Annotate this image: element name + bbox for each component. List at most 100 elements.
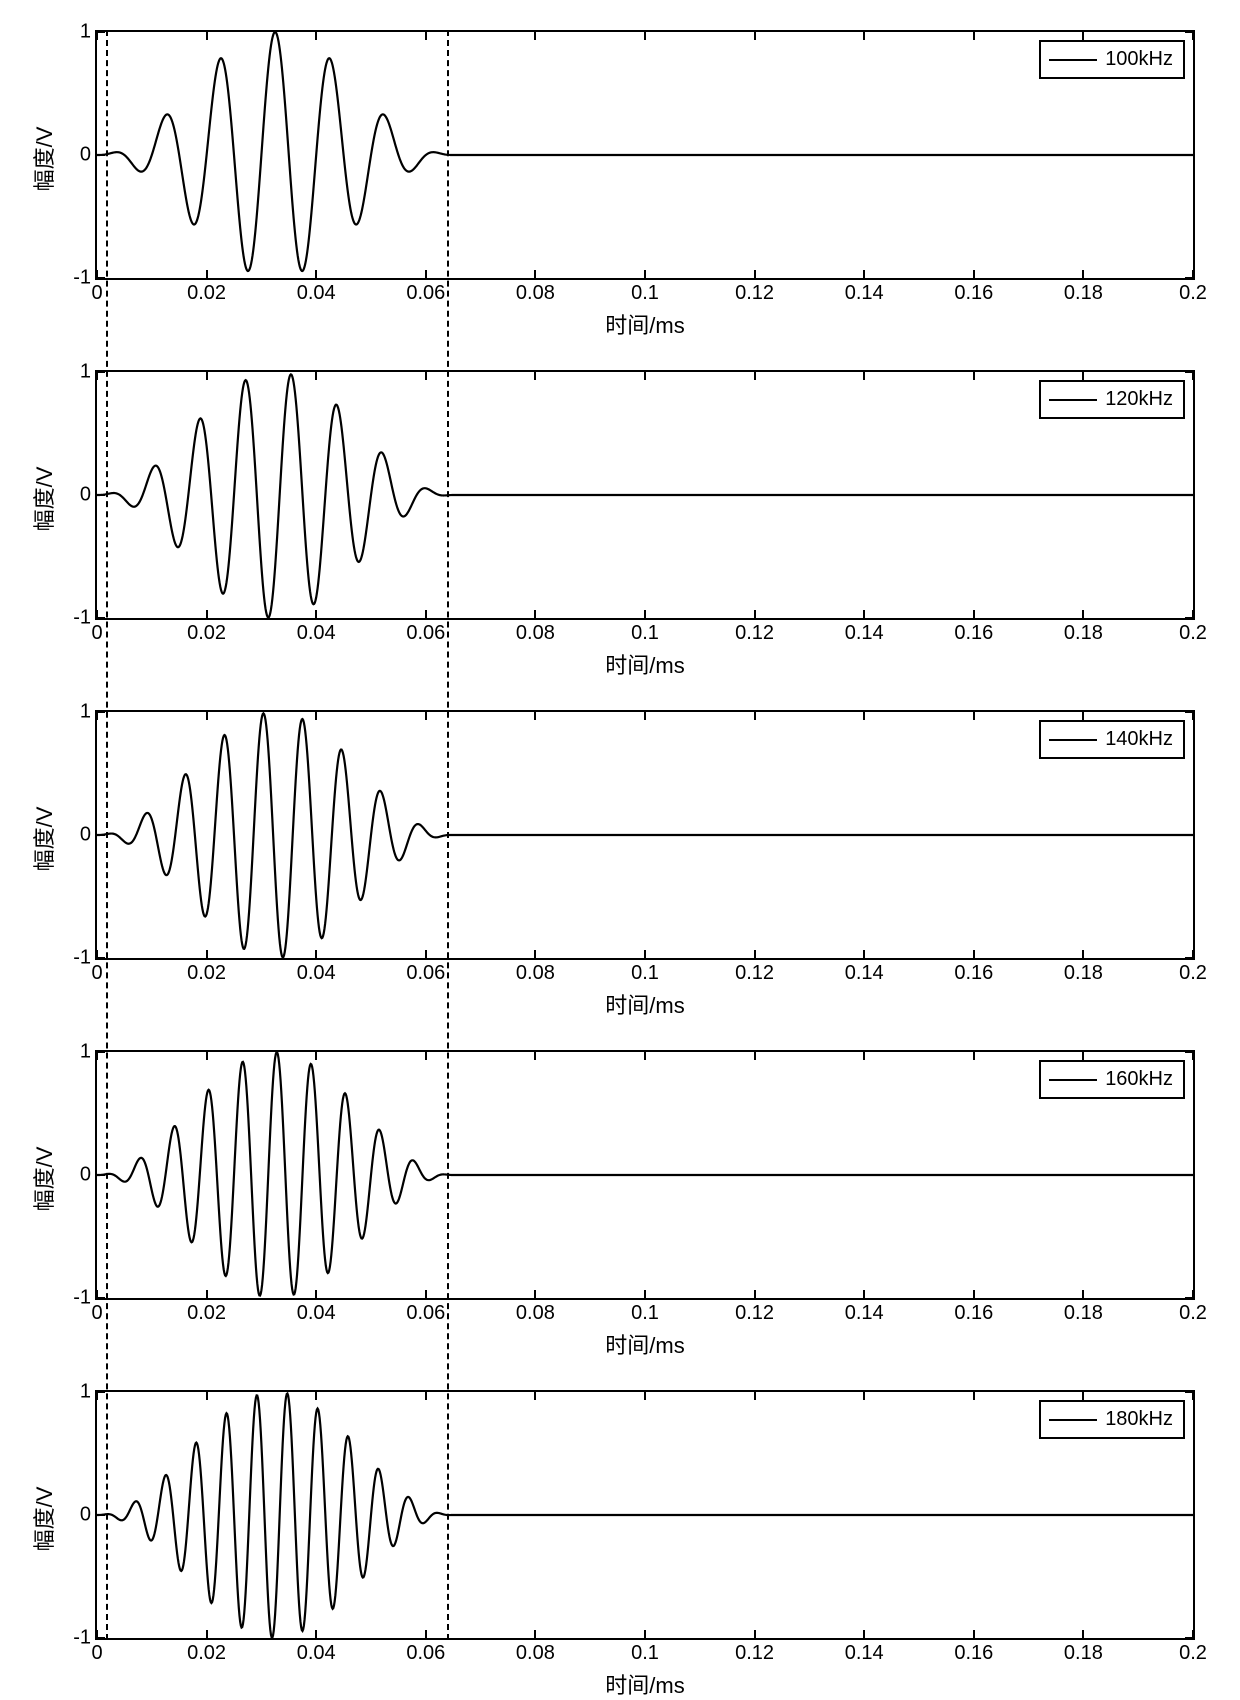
legend: 140kHz [1039, 720, 1185, 759]
xtick-label: 0.14 [845, 958, 884, 985]
xtick-label: 0.2 [1179, 1638, 1207, 1665]
xtick-label: 0.06 [406, 278, 445, 305]
xtick-label: 0.02 [187, 958, 226, 985]
xtick-label: 0.18 [1064, 958, 1103, 985]
y-axis-label: 幅度/V [27, 1129, 59, 1229]
xtick-label: 0.14 [845, 1638, 884, 1665]
xtick-label: 0.1 [631, 958, 659, 985]
xtick-label: 0.2 [1179, 1298, 1207, 1325]
xtick-label: 0 [91, 1638, 102, 1665]
xtick-label: 0.16 [954, 278, 993, 305]
xtick-label: 0.06 [406, 1638, 445, 1665]
legend: 180kHz [1039, 1400, 1185, 1439]
legend-label: 120kHz [1105, 388, 1173, 411]
waveform-plot [97, 372, 1193, 618]
xtick-label: 0.1 [631, 618, 659, 645]
xtick-label: 0.12 [735, 1298, 774, 1325]
xtick-label: 0.04 [297, 278, 336, 305]
legend-label: 180kHz [1105, 1408, 1173, 1431]
xtick-label: 0.18 [1064, 618, 1103, 645]
xtick-label: 0.06 [406, 1298, 445, 1325]
legend: 160kHz [1039, 1060, 1185, 1099]
x-axis-label: 时间/ms [595, 988, 695, 1020]
xtick-label: 0.06 [406, 958, 445, 985]
ytick-label: 1 [51, 1381, 97, 1404]
xtick-label: 0.12 [735, 618, 774, 645]
xtick-label: 0.2 [1179, 958, 1207, 985]
xtick-label: 0.02 [187, 1638, 226, 1665]
legend-line-sample [1049, 1419, 1097, 1421]
xtick-label: 0.04 [297, 1638, 336, 1665]
xtick-label: 0.08 [516, 278, 555, 305]
xtick-label: 0.16 [954, 1638, 993, 1665]
waveform-plot [97, 712, 1193, 958]
waveform-plot [97, 1052, 1193, 1298]
legend-line-sample [1049, 399, 1097, 401]
y-axis-label: 幅度/V [27, 789, 59, 889]
xtick-label: 0.14 [845, 278, 884, 305]
xtick-label: 0.18 [1064, 278, 1103, 305]
y-axis-label: 幅度/V [27, 1469, 59, 1569]
subplot-2: -10100.020.040.060.080.10.120.140.160.18… [95, 370, 1195, 620]
x-axis-label: 时间/ms [595, 1328, 695, 1360]
xtick-label: 0.04 [297, 1298, 336, 1325]
figure: -10100.020.040.060.080.10.120.140.160.18… [0, 0, 1240, 1696]
legend-line-sample [1049, 59, 1097, 61]
legend-label: 100kHz [1105, 48, 1173, 71]
legend-line-sample [1049, 1079, 1097, 1081]
xtick-label: 0.1 [631, 1298, 659, 1325]
signal-line [97, 1394, 1193, 1638]
ytick-label: -1 [51, 947, 97, 970]
signal-line [97, 1052, 1193, 1295]
x-axis-label: 时间/ms [595, 308, 695, 340]
xtick-label: 0.18 [1064, 1298, 1103, 1325]
xtick-label: 0 [91, 958, 102, 985]
xtick-label: 0.08 [516, 958, 555, 985]
xtick-label: 0.08 [516, 618, 555, 645]
xtick-label: 0.1 [631, 278, 659, 305]
ytick-label: -1 [51, 607, 97, 630]
ytick-label: -1 [51, 267, 97, 290]
x-axis-label: 时间/ms [595, 1668, 695, 1700]
xtick-label: 0.06 [406, 618, 445, 645]
subplot-4: -10100.020.040.060.080.10.120.140.160.18… [95, 1050, 1195, 1300]
xtick-label: 0.1 [631, 1638, 659, 1665]
xtick-label: 0.08 [516, 1298, 555, 1325]
xtick-label: 0.04 [297, 618, 336, 645]
x-axis-label: 时间/ms [595, 648, 695, 680]
subplot-5: -10100.020.040.060.080.10.120.140.160.18… [95, 1390, 1195, 1640]
legend-label: 160kHz [1105, 1068, 1173, 1091]
y-axis-label: 幅度/V [27, 109, 59, 209]
xtick-label: 0.2 [1179, 278, 1207, 305]
xtick-label: 0.14 [845, 1298, 884, 1325]
ytick-label: -1 [51, 1627, 97, 1650]
waveform-plot [97, 32, 1193, 278]
subplot-1: -10100.020.040.060.080.10.120.140.160.18… [95, 30, 1195, 280]
xtick-label: 0.12 [735, 1638, 774, 1665]
legend: 100kHz [1039, 40, 1185, 79]
ytick-label: 1 [51, 21, 97, 44]
xtick-label: 0.02 [187, 1298, 226, 1325]
xtick-label: 0.12 [735, 958, 774, 985]
xtick-label: 0.12 [735, 278, 774, 305]
xtick-label: 0 [91, 618, 102, 645]
y-axis-label: 幅度/V [27, 449, 59, 549]
xtick-label: 0.2 [1179, 618, 1207, 645]
xtick-label: 0.02 [187, 278, 226, 305]
xtick-label: 0 [91, 278, 102, 305]
xtick-label: 0.16 [954, 958, 993, 985]
signal-line [97, 32, 1193, 271]
waveform-plot [97, 1392, 1193, 1638]
ytick-label: 1 [51, 361, 97, 384]
legend-label: 140kHz [1105, 728, 1173, 751]
xtick-label: 0.16 [954, 618, 993, 645]
xtick-label: 0 [91, 1298, 102, 1325]
xtick-label: 0.16 [954, 1298, 993, 1325]
subplot-3: -10100.020.040.060.080.10.120.140.160.18… [95, 710, 1195, 960]
ytick-label: 1 [51, 1041, 97, 1064]
signal-line [97, 713, 1193, 957]
xtick-label: 0.18 [1064, 1638, 1103, 1665]
signal-line [97, 374, 1193, 617]
xtick-label: 0.08 [516, 1638, 555, 1665]
ytick-label: -1 [51, 1287, 97, 1310]
